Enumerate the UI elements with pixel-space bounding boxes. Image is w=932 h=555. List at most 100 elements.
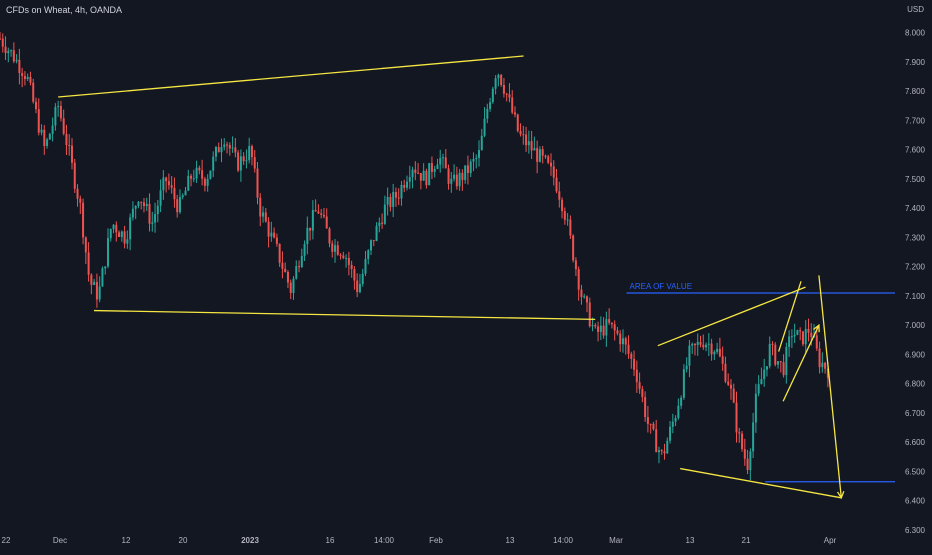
trendline: [778, 281, 802, 352]
candle-body: [500, 74, 503, 85]
y-tick-label: 7.500: [905, 175, 926, 184]
candle-body: [364, 259, 367, 274]
candle-body: [79, 198, 82, 203]
candle-body: [18, 59, 21, 74]
candle-body: [489, 102, 492, 109]
candle-body: [721, 356, 724, 364]
candle-body: [37, 109, 40, 133]
candle-body: [170, 185, 173, 188]
candle-body: [743, 449, 746, 459]
candle-body: [181, 195, 184, 198]
candle-body: [594, 325, 597, 327]
candle-body: [286, 271, 289, 283]
candle-body: [212, 156, 215, 171]
trendline: [782, 324, 820, 402]
candle-body: [790, 336, 793, 338]
chart-title: CFDs on Wheat, 4h, OANDA: [6, 5, 123, 15]
candle-body: [771, 343, 774, 345]
candle-body: [51, 125, 54, 134]
candle-body: [411, 169, 414, 178]
candle-body: [671, 421, 674, 427]
candle-body: [195, 167, 198, 179]
candle-body: [685, 365, 688, 370]
y-tick-label: 7.800: [905, 87, 926, 96]
candle-body: [361, 273, 364, 285]
candle-body: [82, 202, 85, 238]
candle-body: [253, 157, 256, 169]
candle-body: [752, 422, 755, 452]
y-tick-label: 6.400: [905, 497, 926, 506]
x-tick-label: 13: [686, 536, 695, 545]
candle-body: [4, 46, 7, 54]
candle-body: [439, 158, 442, 165]
trendline: [58, 55, 524, 98]
candle-body: [273, 232, 276, 238]
candle-body: [87, 252, 90, 275]
candle-body: [209, 170, 212, 179]
candle-body: [702, 344, 705, 348]
candle-body: [397, 197, 400, 199]
candle-body: [140, 201, 143, 203]
candle-body: [633, 358, 636, 370]
candle-body: [491, 88, 494, 103]
candle-body: [630, 353, 633, 359]
candle-body: [738, 432, 741, 434]
candle-body: [131, 208, 134, 218]
candle-body: [663, 451, 666, 454]
candle-body: [826, 368, 829, 378]
candle-body: [392, 191, 395, 207]
candle-body: [73, 162, 76, 189]
candle-body: [394, 191, 397, 198]
candle-body: [799, 330, 802, 332]
candle-body: [693, 343, 696, 346]
candle-body: [314, 210, 317, 212]
candle-body: [469, 161, 472, 174]
candle-body: [561, 199, 564, 212]
y-tick-label: 7.700: [905, 116, 926, 125]
candle-body: [62, 118, 65, 134]
candle-body: [580, 289, 583, 297]
candle-body: [381, 222, 384, 224]
candle-body: [32, 82, 35, 102]
currency-label: USD: [907, 5, 924, 14]
candle-body: [760, 379, 763, 385]
candle-body: [541, 149, 544, 156]
candle-body: [90, 274, 93, 285]
candle-body: [450, 178, 453, 184]
candle-body: [320, 213, 323, 215]
candle-body: [821, 362, 824, 368]
candle-body: [137, 201, 140, 206]
candle-body: [154, 214, 157, 223]
trendline: [93, 309, 596, 320]
candle-body: [176, 199, 179, 213]
candle-body: [383, 204, 386, 224]
candle-body: [129, 217, 132, 240]
candle-body: [652, 423, 655, 430]
x-tick-label: 20: [179, 536, 188, 545]
candle-body: [104, 266, 107, 269]
candle-body: [309, 227, 312, 231]
y-tick-label: 6.800: [905, 380, 926, 389]
candle-body: [442, 157, 445, 159]
y-tick-label: 8.000: [905, 29, 926, 38]
candle-body: [765, 366, 768, 370]
x-tick-label: 14:00: [374, 536, 395, 545]
candle-body: [804, 328, 807, 345]
candle-body: [267, 221, 270, 237]
x-tick-label: 13: [506, 536, 515, 545]
candle-body: [95, 281, 98, 300]
candle-body: [414, 169, 417, 173]
candle-body: [270, 232, 273, 237]
candle-body: [311, 210, 314, 231]
candle-body: [220, 147, 223, 153]
candle-body: [242, 156, 245, 162]
candle-body: [237, 152, 240, 171]
candle-body: [201, 170, 204, 179]
candle-body: [400, 184, 403, 199]
candle-body: [214, 147, 217, 157]
candle-body: [109, 229, 112, 239]
candle-body: [774, 344, 777, 365]
candle-body: [724, 363, 727, 382]
